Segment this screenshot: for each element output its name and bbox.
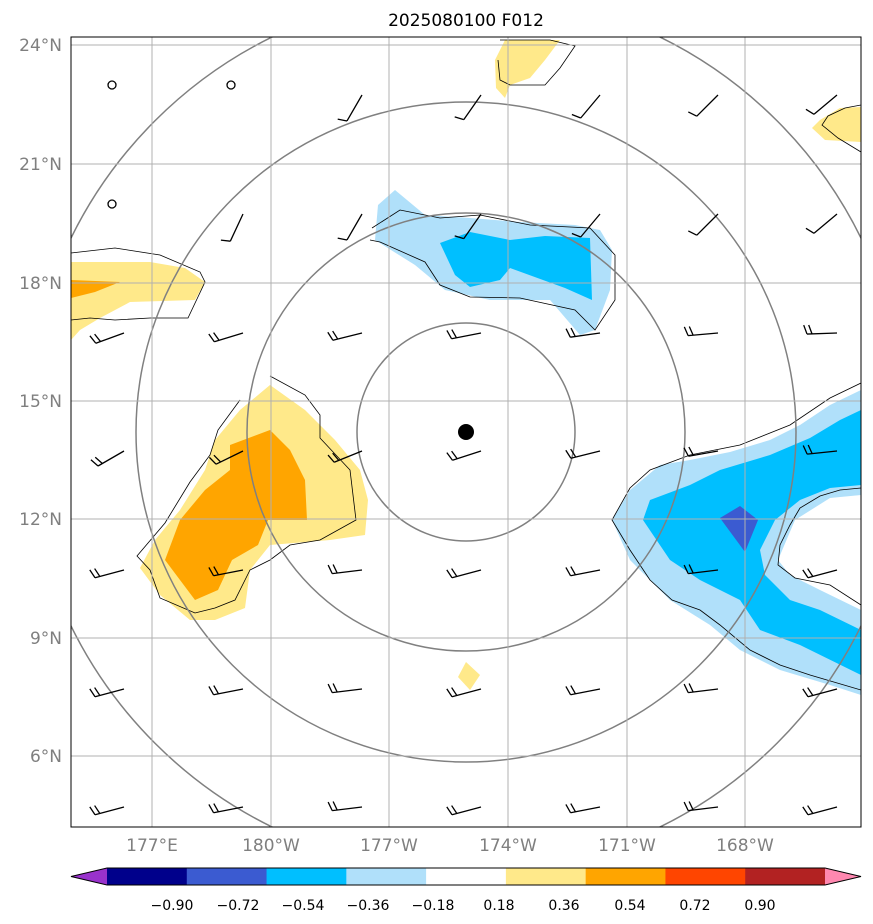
colorbar-tick-label: −0.90 <box>151 898 194 914</box>
wind-barb <box>220 213 244 242</box>
wind-barb <box>803 324 838 335</box>
wind-barb <box>454 94 482 121</box>
wind-barb <box>683 801 719 812</box>
lat-label: 6°N <box>30 747 62 767</box>
wind-barb <box>683 683 719 694</box>
wind-barb <box>208 332 244 343</box>
wind-barb <box>327 683 363 694</box>
wind-barb <box>571 213 601 238</box>
lon-label: 174°W <box>479 836 537 856</box>
map-frame <box>70 36 862 828</box>
map-title: 2025080100 F012 <box>388 11 544 31</box>
wind-barb <box>688 213 719 236</box>
calm-marker <box>107 199 117 209</box>
lat-label: 24°N <box>19 36 62 56</box>
wind-barb <box>89 332 125 344</box>
wind-barb <box>337 213 363 241</box>
gridlines <box>71 37 861 827</box>
wind-barb <box>446 687 482 698</box>
wind-barb <box>802 687 838 698</box>
lat-label: 18°N <box>19 274 62 294</box>
colorbar-swatch <box>346 868 427 885</box>
wind-barb <box>805 94 838 115</box>
wind-barb <box>802 568 838 579</box>
wind-barb <box>454 213 482 240</box>
wind-barb <box>805 213 838 234</box>
colorbar-tick-label: −0.36 <box>347 898 390 914</box>
wind-barbs <box>89 80 838 816</box>
colorbar-swatch <box>266 868 347 885</box>
colorbar-tick-label: 0.36 <box>548 898 579 914</box>
lon-label: 168°W <box>716 836 774 856</box>
colorbar-swatch <box>745 868 826 885</box>
colorbar-tick-label: 0.18 <box>483 898 514 914</box>
wind-barb <box>89 687 125 698</box>
wind-barb <box>446 450 482 461</box>
wind-barb <box>802 444 838 455</box>
wind-barb <box>565 803 601 814</box>
wind-barb <box>571 94 601 119</box>
colorbar-tick-label: 0.90 <box>744 898 775 914</box>
lat-label: 21°N <box>19 155 62 175</box>
wind-barb <box>89 568 125 579</box>
colorbar <box>70 867 862 886</box>
lat-label: 9°N <box>30 629 62 649</box>
wind-barb <box>89 805 125 816</box>
wind-barb <box>802 805 838 816</box>
colorbar-swatch <box>585 868 666 885</box>
colorbar-tick-label: −0.54 <box>282 898 325 914</box>
colorbar-labels: −0.90 −0.72 −0.54 −0.36 −0.18 0.18 0.36 … <box>151 898 776 914</box>
calm-marker <box>107 80 117 90</box>
center-marker <box>458 424 474 440</box>
lon-label: 180°W <box>242 836 300 856</box>
wind-barb <box>683 326 719 337</box>
wind-barb <box>90 450 125 467</box>
shaded-regions <box>71 40 861 695</box>
wind-barb <box>688 94 719 117</box>
lon-labels: 177°E 180°W 177°W 174°W 171°W 168°W <box>126 836 774 856</box>
colorbar-tick-label: 0.72 <box>679 898 710 914</box>
colorbar-swatch <box>107 868 188 885</box>
colorbar-tick-label: −0.72 <box>217 898 260 914</box>
colorbar-swatch <box>426 868 507 885</box>
wind-barb <box>327 801 363 812</box>
lat-labels: 24°N 21°N 18°N 15°N 12°N 9°N 6°N <box>19 36 62 767</box>
wind-barb <box>446 329 482 340</box>
lon-label: 177°E <box>126 836 178 856</box>
lat-label: 15°N <box>19 392 62 412</box>
colorbar-extend-high <box>825 868 861 885</box>
wind-barb <box>446 568 482 579</box>
wind-barb <box>208 685 244 696</box>
wind-barb <box>565 448 601 459</box>
wind-barb <box>208 803 244 814</box>
wind-barb <box>208 566 244 577</box>
wind-barb <box>565 566 601 577</box>
wind-barb <box>565 327 601 338</box>
colorbar-swatch <box>665 868 746 885</box>
colorbar-outline <box>70 867 862 886</box>
contour-lines <box>71 39 861 691</box>
colorbar-swatch <box>186 868 268 885</box>
wind-barb <box>327 330 363 341</box>
wind-barb <box>683 446 719 457</box>
map-area <box>71 37 861 827</box>
colorbar-tick-label: 0.54 <box>614 898 645 914</box>
wind-barb <box>327 450 363 463</box>
colorbar-swatch <box>505 868 587 885</box>
wind-barb <box>565 685 601 696</box>
colorbar-extend-low <box>71 868 107 885</box>
wind-barb <box>683 564 719 575</box>
colorbar-tick-label: −0.18 <box>412 898 455 914</box>
lon-label: 171°W <box>598 836 656 856</box>
range-rings <box>71 37 861 827</box>
wind-barb <box>446 805 482 816</box>
lon-label: 177°W <box>360 836 418 856</box>
lat-label: 12°N <box>19 510 62 530</box>
calm-marker <box>226 80 236 90</box>
wind-barb <box>208 450 244 465</box>
wind-barb <box>337 94 363 122</box>
wind-barb <box>327 564 363 575</box>
